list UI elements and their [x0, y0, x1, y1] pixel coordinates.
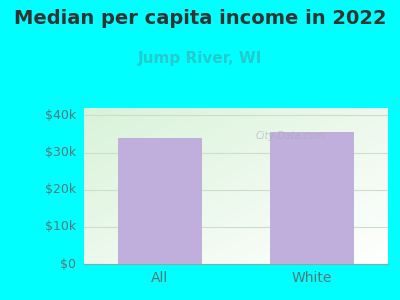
Text: Jump River, WI: Jump River, WI: [138, 51, 262, 66]
Bar: [270, 132, 354, 264]
Text: $20k: $20k: [45, 183, 76, 196]
Text: $40k: $40k: [45, 109, 76, 122]
Bar: [118, 138, 202, 264]
Text: $10k: $10k: [45, 220, 76, 233]
Text: $30k: $30k: [45, 146, 76, 159]
Text: City-Data.com: City-Data.com: [256, 131, 326, 141]
Text: Median per capita income in 2022: Median per capita income in 2022: [14, 9, 386, 28]
Text: $0: $0: [60, 257, 76, 271]
